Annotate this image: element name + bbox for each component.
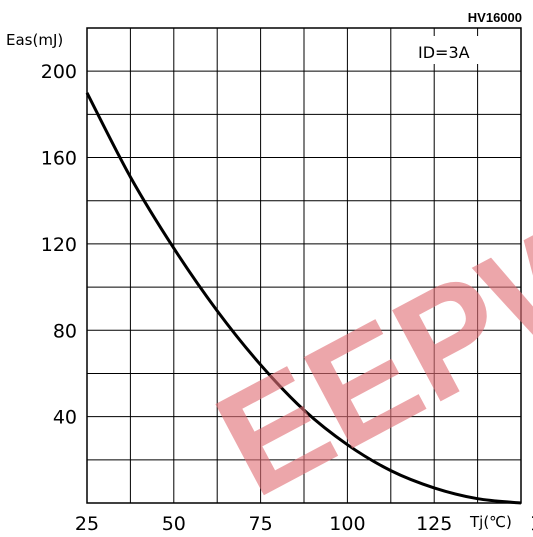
y-axis-title: Eas(mJ) (6, 31, 63, 49)
y-tick-labels: 40 80 120 160 200 (41, 61, 77, 428)
series-layer (85, 92, 522, 505)
x-tick-label: 75 (249, 513, 273, 535)
figure-id: HV16000 (468, 10, 522, 25)
x-axis-title: Tj(℃) (469, 513, 512, 531)
y-tick-label: 80 (53, 320, 77, 342)
y-tick-label: 200 (41, 61, 77, 83)
annotation: ID=3A (408, 36, 494, 64)
plot-frame (86, 27, 522, 504)
y-tick-label: 40 (53, 407, 77, 429)
x-tick-label: 50 (162, 513, 186, 535)
ylabel: Eas(mJ) (6, 30, 84, 50)
y-tick-label: 160 (41, 148, 77, 170)
x-tick-label: 125 (416, 513, 452, 535)
x-tick-label: 100 (329, 513, 365, 535)
series-line (85, 92, 522, 505)
grid (87, 28, 521, 503)
watermark: EEPW (191, 172, 533, 528)
x-axis-title-group: Tj(℃) (462, 509, 532, 531)
x-tick-label: 25 (75, 513, 99, 535)
y-tick-label: 120 (41, 234, 77, 256)
current-condition-label: ID=3A (418, 43, 470, 62)
